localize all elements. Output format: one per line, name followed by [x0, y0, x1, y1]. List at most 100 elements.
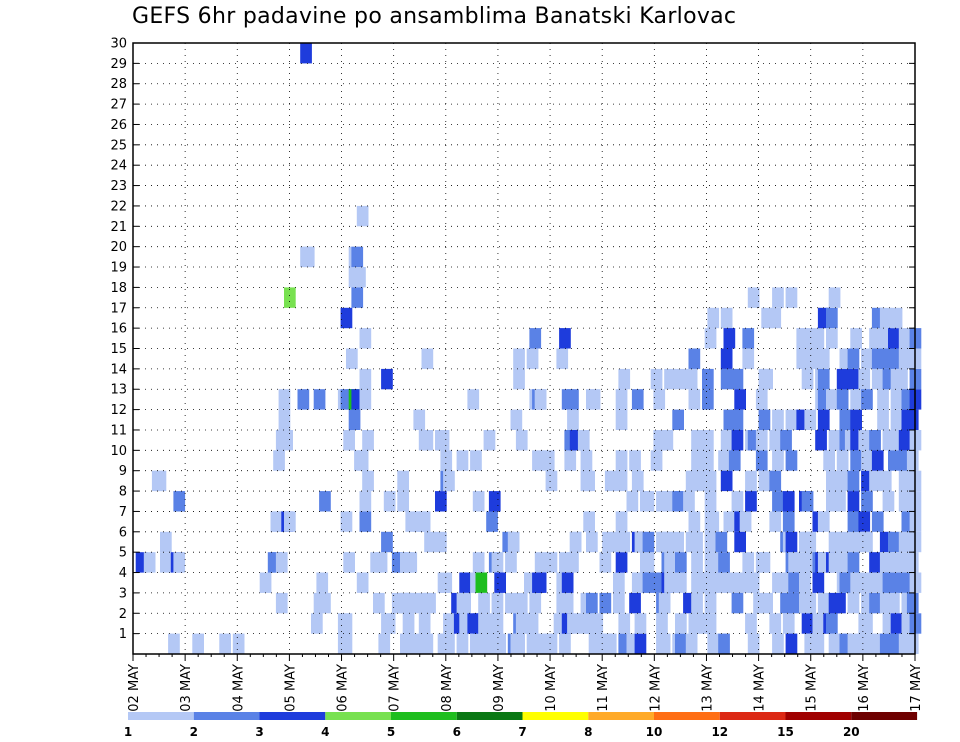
heatmap-cell	[882, 430, 895, 451]
heatmap-cell	[685, 633, 698, 654]
heatmap-cell	[340, 633, 353, 654]
heatmap-cell	[615, 511, 628, 532]
heatmap-cell	[890, 409, 903, 430]
heatmap-cell	[755, 430, 768, 451]
heatmap-cell	[836, 552, 849, 573]
heatmap-cell	[772, 287, 784, 308]
heatmap-cell	[785, 409, 798, 430]
colorbar-label: 20	[843, 725, 860, 739]
heatmap-cell	[828, 430, 841, 451]
dotted-grid	[133, 43, 915, 654]
heatmap-cell	[879, 328, 892, 349]
heatmap-cell	[604, 633, 617, 654]
heatmap-cell	[847, 470, 860, 492]
heatmap-cell	[839, 633, 852, 654]
heatmap-cell	[801, 368, 814, 390]
heatmap-cell	[413, 409, 426, 430]
heatmap-cell	[858, 633, 871, 654]
colorbar-label: 1	[124, 725, 132, 739]
heatmap-cell	[526, 348, 539, 369]
heatmap-cell	[901, 389, 914, 410]
colorbar-label: 15	[777, 725, 794, 739]
heatmap-cell	[704, 592, 717, 614]
heatmap-cell	[742, 348, 755, 369]
heatmap-cell	[232, 633, 245, 654]
heatmap-cell	[302, 246, 315, 268]
heatmap-cell	[435, 491, 447, 512]
heatmap-cell	[456, 450, 469, 471]
y-tick-label: 10	[110, 444, 127, 459]
heatmap-cell	[343, 552, 355, 573]
heatmap-cell	[359, 491, 372, 512]
y-tick-label: 24	[110, 159, 127, 174]
colorbar-segment	[391, 712, 457, 720]
heatmap-cell	[796, 409, 809, 430]
heatmap-cell	[890, 552, 903, 573]
heatmap-cell	[782, 511, 795, 532]
heatmap-cell	[869, 470, 881, 492]
heatmap-cell	[685, 368, 698, 390]
colorbar-label: 12	[711, 725, 728, 739]
heatmap-cell	[879, 470, 892, 492]
heatmap-cell	[421, 633, 434, 654]
heatmap-cell	[828, 633, 841, 654]
heatmap-cell	[583, 470, 595, 492]
heatmap-cell	[890, 348, 903, 369]
heatmap-cell	[599, 552, 612, 573]
y-tick-label: 9	[119, 464, 127, 479]
heatmap-cell	[888, 592, 900, 614]
heatmap-cell	[836, 389, 849, 410]
heatmap-cell	[688, 470, 701, 492]
heatmap-cell	[278, 389, 291, 410]
y-tick-label: 27	[110, 98, 127, 113]
heatmap-cell	[529, 592, 542, 614]
heatmap-cell	[510, 409, 523, 430]
heatmap-cell	[817, 368, 830, 390]
heatmap-cell	[879, 531, 892, 553]
heatmap-cell	[888, 450, 900, 471]
heatmap-cell	[734, 531, 746, 553]
heatmap-cell	[534, 552, 547, 573]
heatmap-cell	[604, 470, 617, 492]
heatmap-cell	[839, 348, 852, 369]
heatmap-cell	[599, 592, 612, 614]
heatmap-cell	[588, 389, 601, 410]
heatmap-cell	[650, 368, 663, 390]
heatmap-cell	[472, 552, 485, 573]
heatmap-cell	[675, 491, 687, 512]
y-tick-label: 21	[110, 220, 127, 235]
heatmap-cell	[742, 552, 755, 573]
heatmap-cell	[898, 633, 911, 654]
colorbar-segment	[193, 712, 260, 720]
heatmap-cell	[707, 572, 720, 593]
y-tick-label: 7	[119, 505, 127, 520]
heatmap-cell	[812, 572, 825, 593]
heatmap-cell	[683, 491, 695, 512]
heatmap-cell	[273, 450, 285, 471]
heatmap-cell	[888, 531, 900, 553]
heatmap-cell	[443, 470, 455, 492]
heatmap-cell	[683, 592, 695, 614]
heatmap-cell	[702, 368, 714, 390]
heatmap-cell	[629, 592, 641, 614]
heatmap-cell	[761, 307, 773, 329]
heatmap-cell	[586, 531, 598, 553]
heatmap-cell	[529, 633, 542, 654]
heatmap-cell	[817, 552, 830, 573]
colorbar-label: 2	[190, 725, 198, 739]
y-tick-label: 6	[119, 525, 127, 540]
heatmap-cell	[478, 613, 490, 634]
heatmap-cell	[346, 348, 358, 369]
y-tick-label: 26	[110, 118, 127, 133]
heatmap-cell	[513, 348, 525, 369]
heatmap-cell	[402, 613, 415, 634]
x-tick-label: 06 MAY	[336, 664, 351, 712]
colorbar-segment	[785, 712, 852, 720]
heatmap-cell	[702, 430, 714, 451]
heatmap-cell	[742, 328, 755, 349]
heatmap-cell	[278, 409, 291, 430]
x-tick-label: 13 MAY	[700, 664, 715, 712]
heatmap-cell	[629, 450, 641, 471]
heatmap-cell	[755, 389, 768, 410]
heatmap-cell	[882, 368, 895, 390]
